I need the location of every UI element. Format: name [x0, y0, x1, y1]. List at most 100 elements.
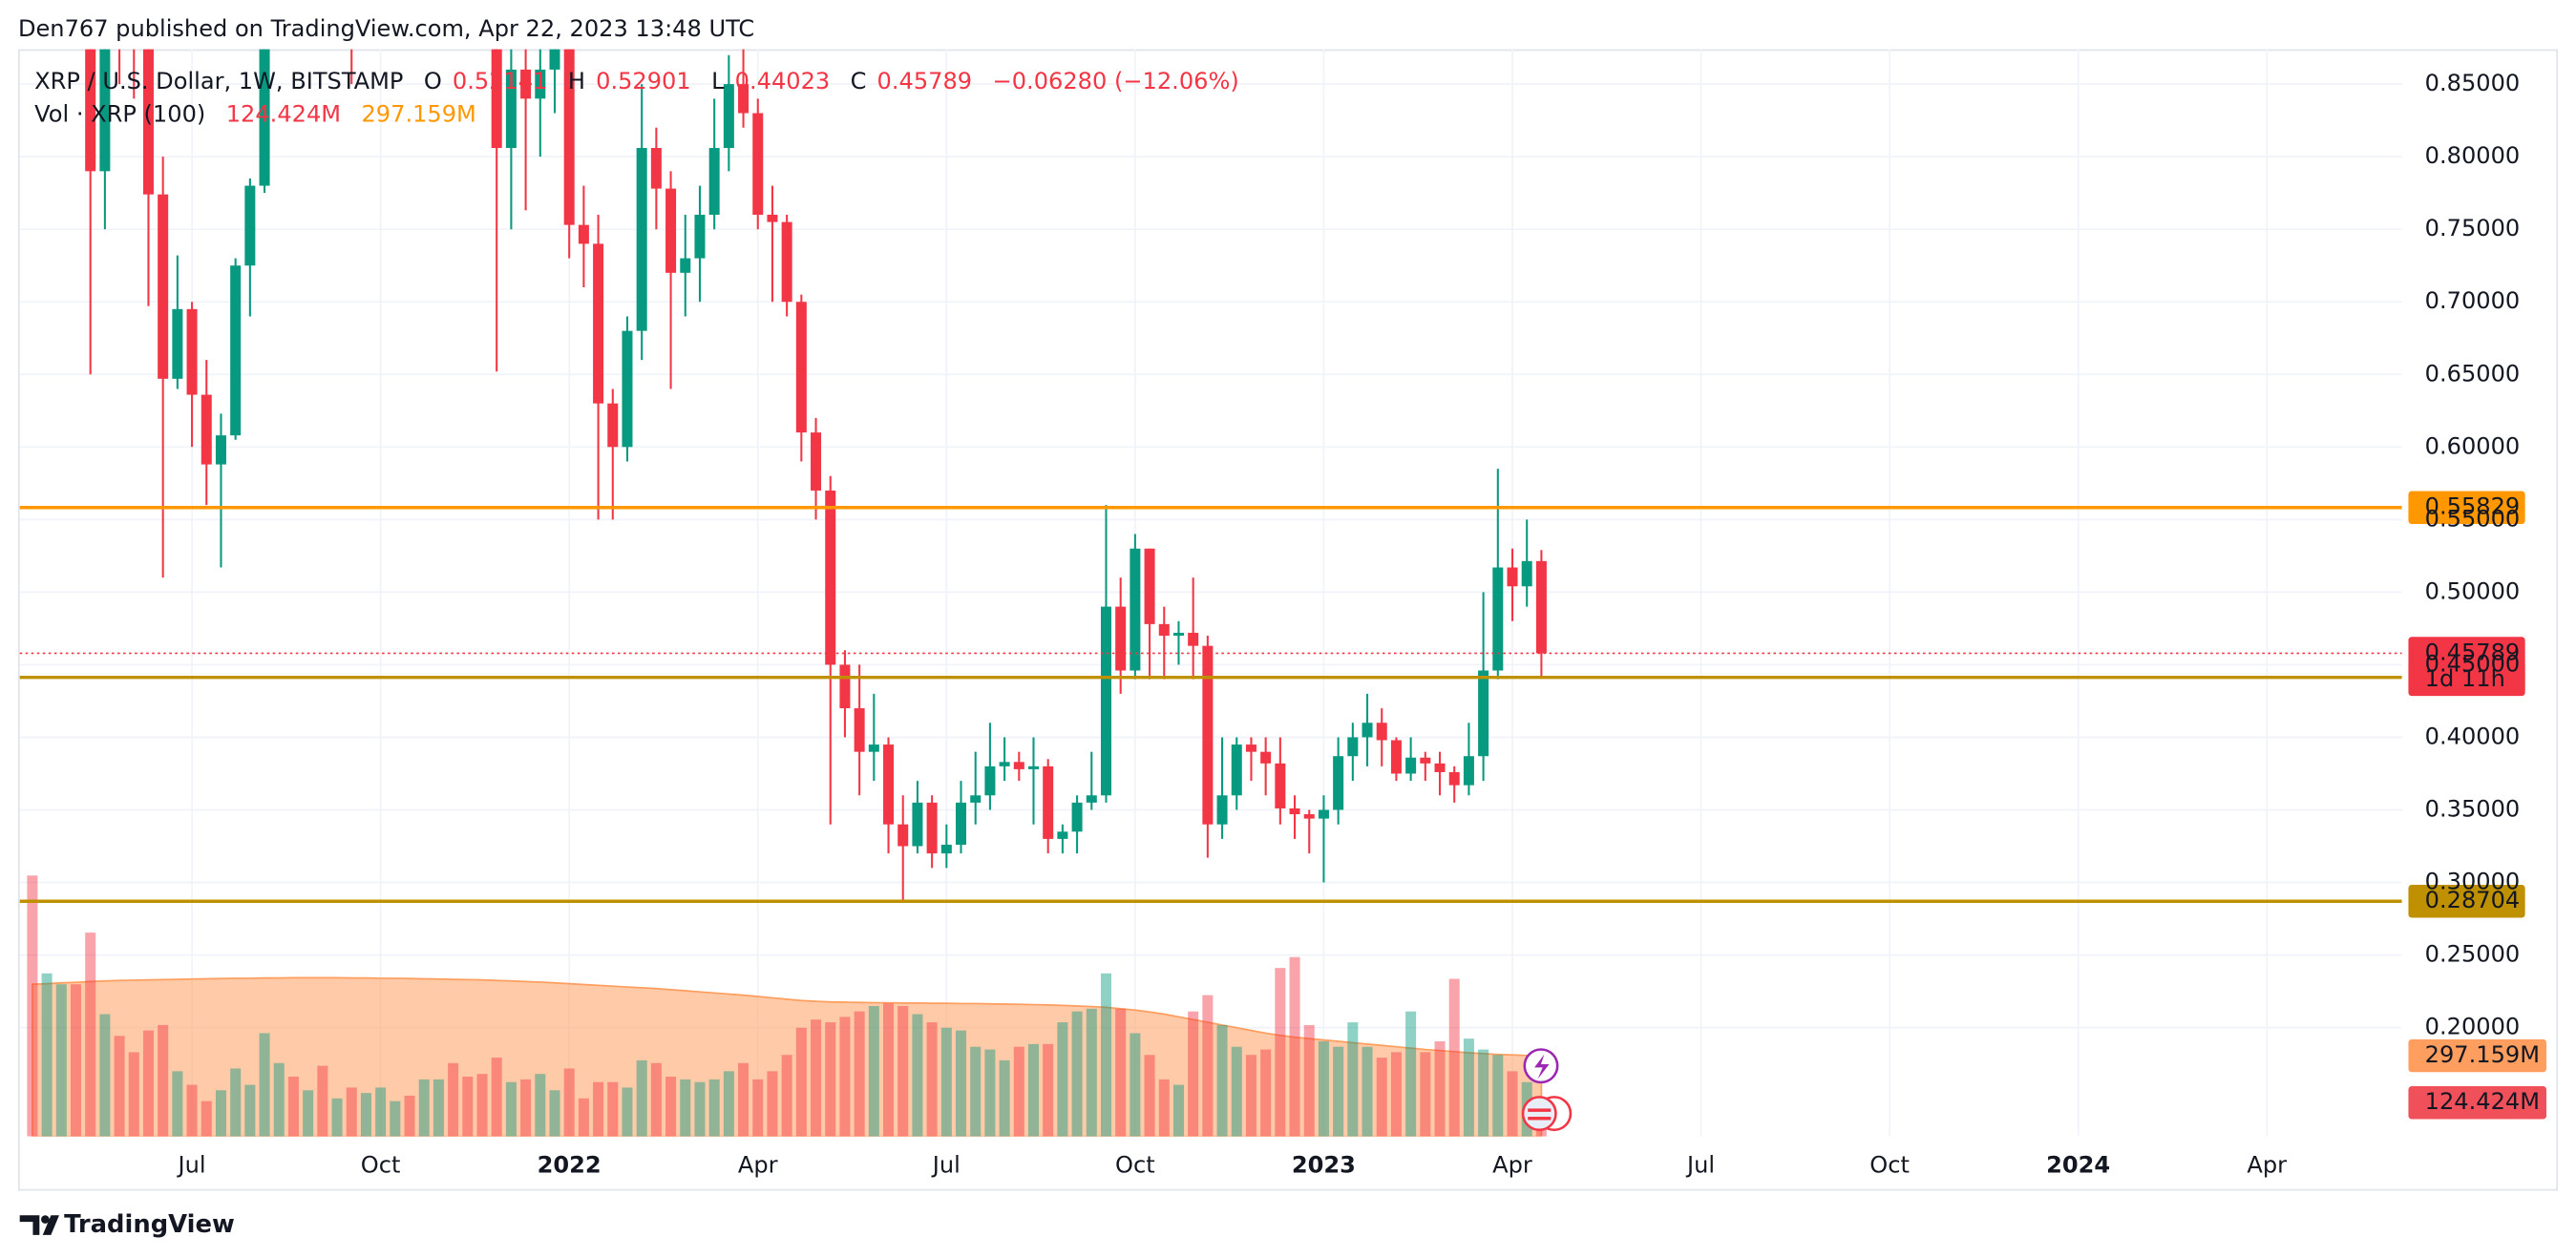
y-tick-label: 0.75000 — [2425, 215, 2521, 241]
candle-body — [505, 69, 517, 149]
legend-change: −0.06280 (−12.06%) — [993, 68, 1239, 94]
volume-label: 124.424M — [2425, 1088, 2540, 1115]
candle-body — [752, 113, 764, 215]
volume-bar — [303, 1090, 314, 1137]
candle-body — [1376, 723, 1387, 741]
volume-bar — [1115, 1008, 1127, 1137]
volume-bar — [27, 875, 38, 1137]
volume-bar — [505, 1081, 517, 1137]
volume-bar — [230, 1068, 242, 1137]
candle-body — [883, 744, 895, 825]
y-tick-label: 0.20000 — [2425, 1014, 2521, 1040]
candle-body — [1478, 670, 1489, 757]
volume-bar — [41, 973, 53, 1137]
volume-bar — [1420, 1052, 1431, 1137]
volume-bar — [665, 1077, 677, 1137]
volume-bar — [549, 1090, 560, 1137]
candle-body — [1071, 802, 1083, 832]
volume-bar — [520, 1079, 532, 1137]
x-tick-label: 2023 — [1292, 1152, 1356, 1179]
event-icon — [1528, 1117, 1552, 1121]
candle-body — [1216, 795, 1228, 825]
volume-bar — [781, 1055, 792, 1137]
volume-bar — [491, 1058, 502, 1137]
candle-body — [563, 49, 575, 225]
volume-bar — [1216, 1024, 1228, 1137]
x-tick-label: Apr — [2247, 1152, 2287, 1179]
candle-body — [85, 49, 96, 172]
legend: Vol · XRP (100) 124.424M 297.159M — [34, 100, 476, 127]
candle-body — [549, 49, 560, 70]
y-tick-label: 0.60000 — [2425, 432, 2521, 459]
volume-bar — [1448, 978, 1460, 1137]
x-tick-label: 2024 — [2046, 1152, 2110, 1179]
volume-bar — [172, 1071, 183, 1137]
last-price-box — [2408, 637, 2525, 697]
candle-body — [1434, 763, 1446, 772]
volume-bar — [940, 1027, 952, 1137]
x-tick-label: Jul — [931, 1152, 961, 1179]
legend-symbol: XRP / U.S. Dollar, 1W, BITSTAMP — [34, 68, 403, 94]
volume-bar — [462, 1077, 474, 1137]
candle-body — [650, 148, 662, 189]
volume-ma-area — [32, 976, 1543, 1137]
candle-body — [1420, 757, 1431, 764]
candle-body — [244, 185, 256, 266]
grid — [19, 49, 2402, 1137]
candle-body — [1115, 606, 1127, 671]
candle-body — [99, 49, 111, 172]
candle-body — [999, 762, 1010, 766]
footer-logo: TradingView — [19, 1210, 235, 1239]
volume-bar — [650, 1062, 662, 1137]
volume-bar — [1027, 1043, 1040, 1137]
level-label-box — [2408, 885, 2525, 918]
candle-body — [680, 258, 691, 273]
candle-body — [535, 69, 546, 99]
x-tick-label: Oct — [1115, 1152, 1155, 1179]
y-tick-label: 0.40000 — [2425, 723, 2521, 749]
logo — [19, 1215, 40, 1235]
volume-bar — [694, 1081, 706, 1137]
event-icon — [1521, 1096, 1557, 1132]
candle-body — [897, 824, 909, 847]
x-tick-label: Jul — [177, 1152, 206, 1179]
candle-body — [1172, 632, 1184, 637]
frame — [17, 49, 2559, 1191]
candle-body — [142, 49, 154, 195]
volume-bar — [1318, 1041, 1329, 1137]
volume-bar — [970, 1046, 982, 1137]
y-tick-label: 0.65000 — [2425, 360, 2521, 387]
candle-body — [1231, 744, 1242, 796]
footer: TradingView — [64, 1210, 235, 1239]
volume-bar — [158, 1024, 169, 1137]
candle-body — [839, 664, 851, 709]
volume-bar — [1507, 1071, 1518, 1137]
candle-body — [1362, 723, 1373, 738]
candle-body — [912, 802, 923, 847]
legend-volume-ma: 297.159M — [361, 100, 475, 127]
candle-body — [1013, 762, 1024, 769]
volume-bar — [1144, 1055, 1155, 1137]
legend-value: 0.52901 — [596, 68, 691, 94]
candle-body — [1188, 632, 1199, 646]
candle-body — [665, 188, 677, 273]
candle-body — [708, 148, 720, 215]
volume-bar — [433, 1079, 444, 1137]
event-icon — [1528, 1108, 1552, 1112]
volume-bar — [244, 1084, 256, 1137]
volume-bar — [563, 1068, 575, 1137]
volume-bar — [317, 1065, 328, 1137]
event-icons — [1521, 1048, 1573, 1132]
volume-pane — [27, 875, 1547, 1137]
volume-bar — [1100, 973, 1111, 1137]
volume-bar — [259, 1033, 270, 1137]
candle-body — [868, 744, 879, 752]
legend-letter: O — [424, 68, 442, 94]
volume-bar — [795, 1027, 807, 1137]
volume-bar — [738, 1062, 750, 1137]
candle-body — [825, 490, 836, 665]
volume-bar — [201, 1101, 212, 1137]
volume-bar — [854, 1011, 865, 1137]
legend-letter: C — [851, 68, 867, 94]
axes: 0.20000 0.25000 0.30000 0.35000 0.40000 0.450… — [177, 70, 2521, 1179]
